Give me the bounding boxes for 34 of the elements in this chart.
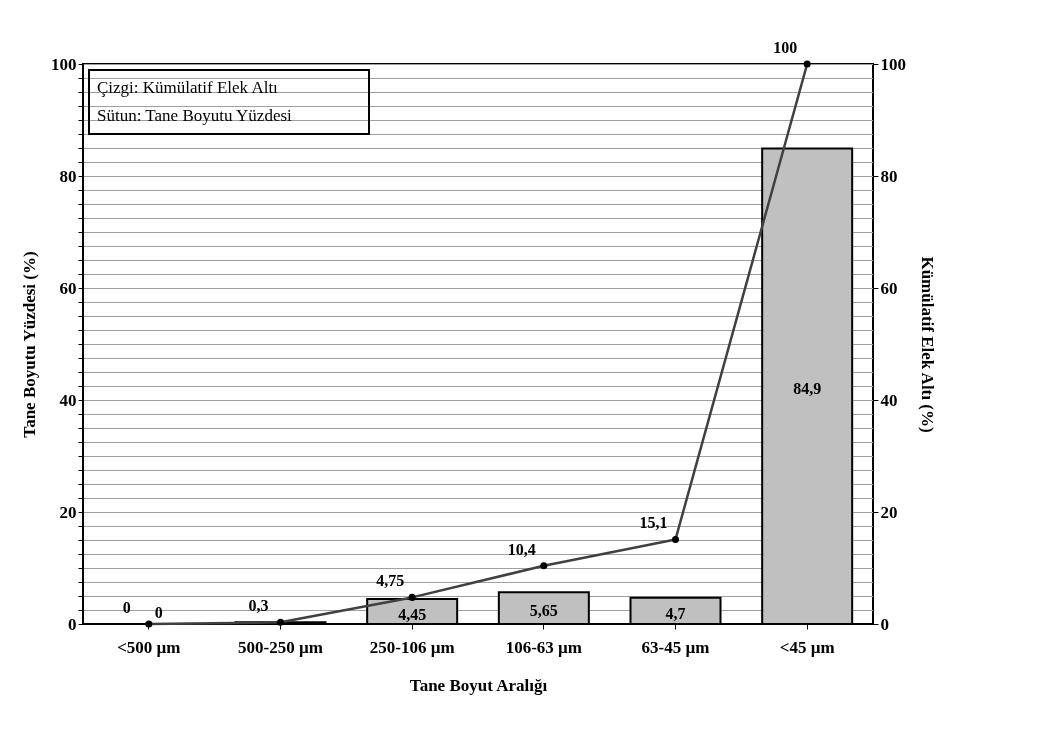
annotation: Çizgi: Kümülatif Elek Altı <box>97 78 279 97</box>
y-tick-label: 60 <box>59 278 77 298</box>
x-tick-label: 250-106 µm <box>369 637 455 657</box>
data-label: 0 <box>154 604 163 621</box>
y-tick-label: 0 <box>68 614 77 634</box>
y2-axis-title: Kümülatif Elek Altı (%) <box>918 256 937 433</box>
data-label: 100 <box>773 39 798 56</box>
data-label: 4,45 <box>398 605 427 623</box>
data-label: 15,1 <box>639 514 668 532</box>
data-label: 0 <box>122 599 131 616</box>
y-axis-title: Tane Boyutu Yüzdesi (%) <box>20 251 39 438</box>
y-tick-label: 40 <box>59 390 77 410</box>
x-axis-title: Tane Boyut Aralığı <box>409 675 548 695</box>
data-label: 4,7 <box>665 604 686 622</box>
x-tick-label: 106-63 µm <box>505 637 583 657</box>
y2-tick-label: 20 <box>880 502 898 522</box>
data-label: 5,65 <box>529 602 558 620</box>
y2-tick-label: 100 <box>880 54 906 74</box>
data-label: 0,3 <box>248 597 269 615</box>
y-tick-label: 80 <box>59 166 77 186</box>
y-tick-label: 100 <box>51 54 77 74</box>
x-tick-label: 63-45 µm <box>641 637 710 657</box>
data-label: 10,4 <box>507 540 536 558</box>
y2-tick-label: 60 <box>880 278 898 298</box>
y2-tick-label: 0 <box>880 614 889 634</box>
x-tick-label: <45 µm <box>779 637 835 657</box>
x-tick-label: 500-250 µm <box>238 637 323 657</box>
x-tick-label: <500 µm <box>117 637 181 657</box>
y2-tick-label: 80 <box>880 166 898 186</box>
data-label: 84,9 <box>793 380 822 398</box>
y-tick-label: 20 <box>59 502 77 522</box>
annotation: Sütun: Tane Boyutu Yüzdesi <box>97 106 293 125</box>
data-label: 4,75 <box>376 572 405 590</box>
y2-tick-label: 40 <box>880 390 898 410</box>
